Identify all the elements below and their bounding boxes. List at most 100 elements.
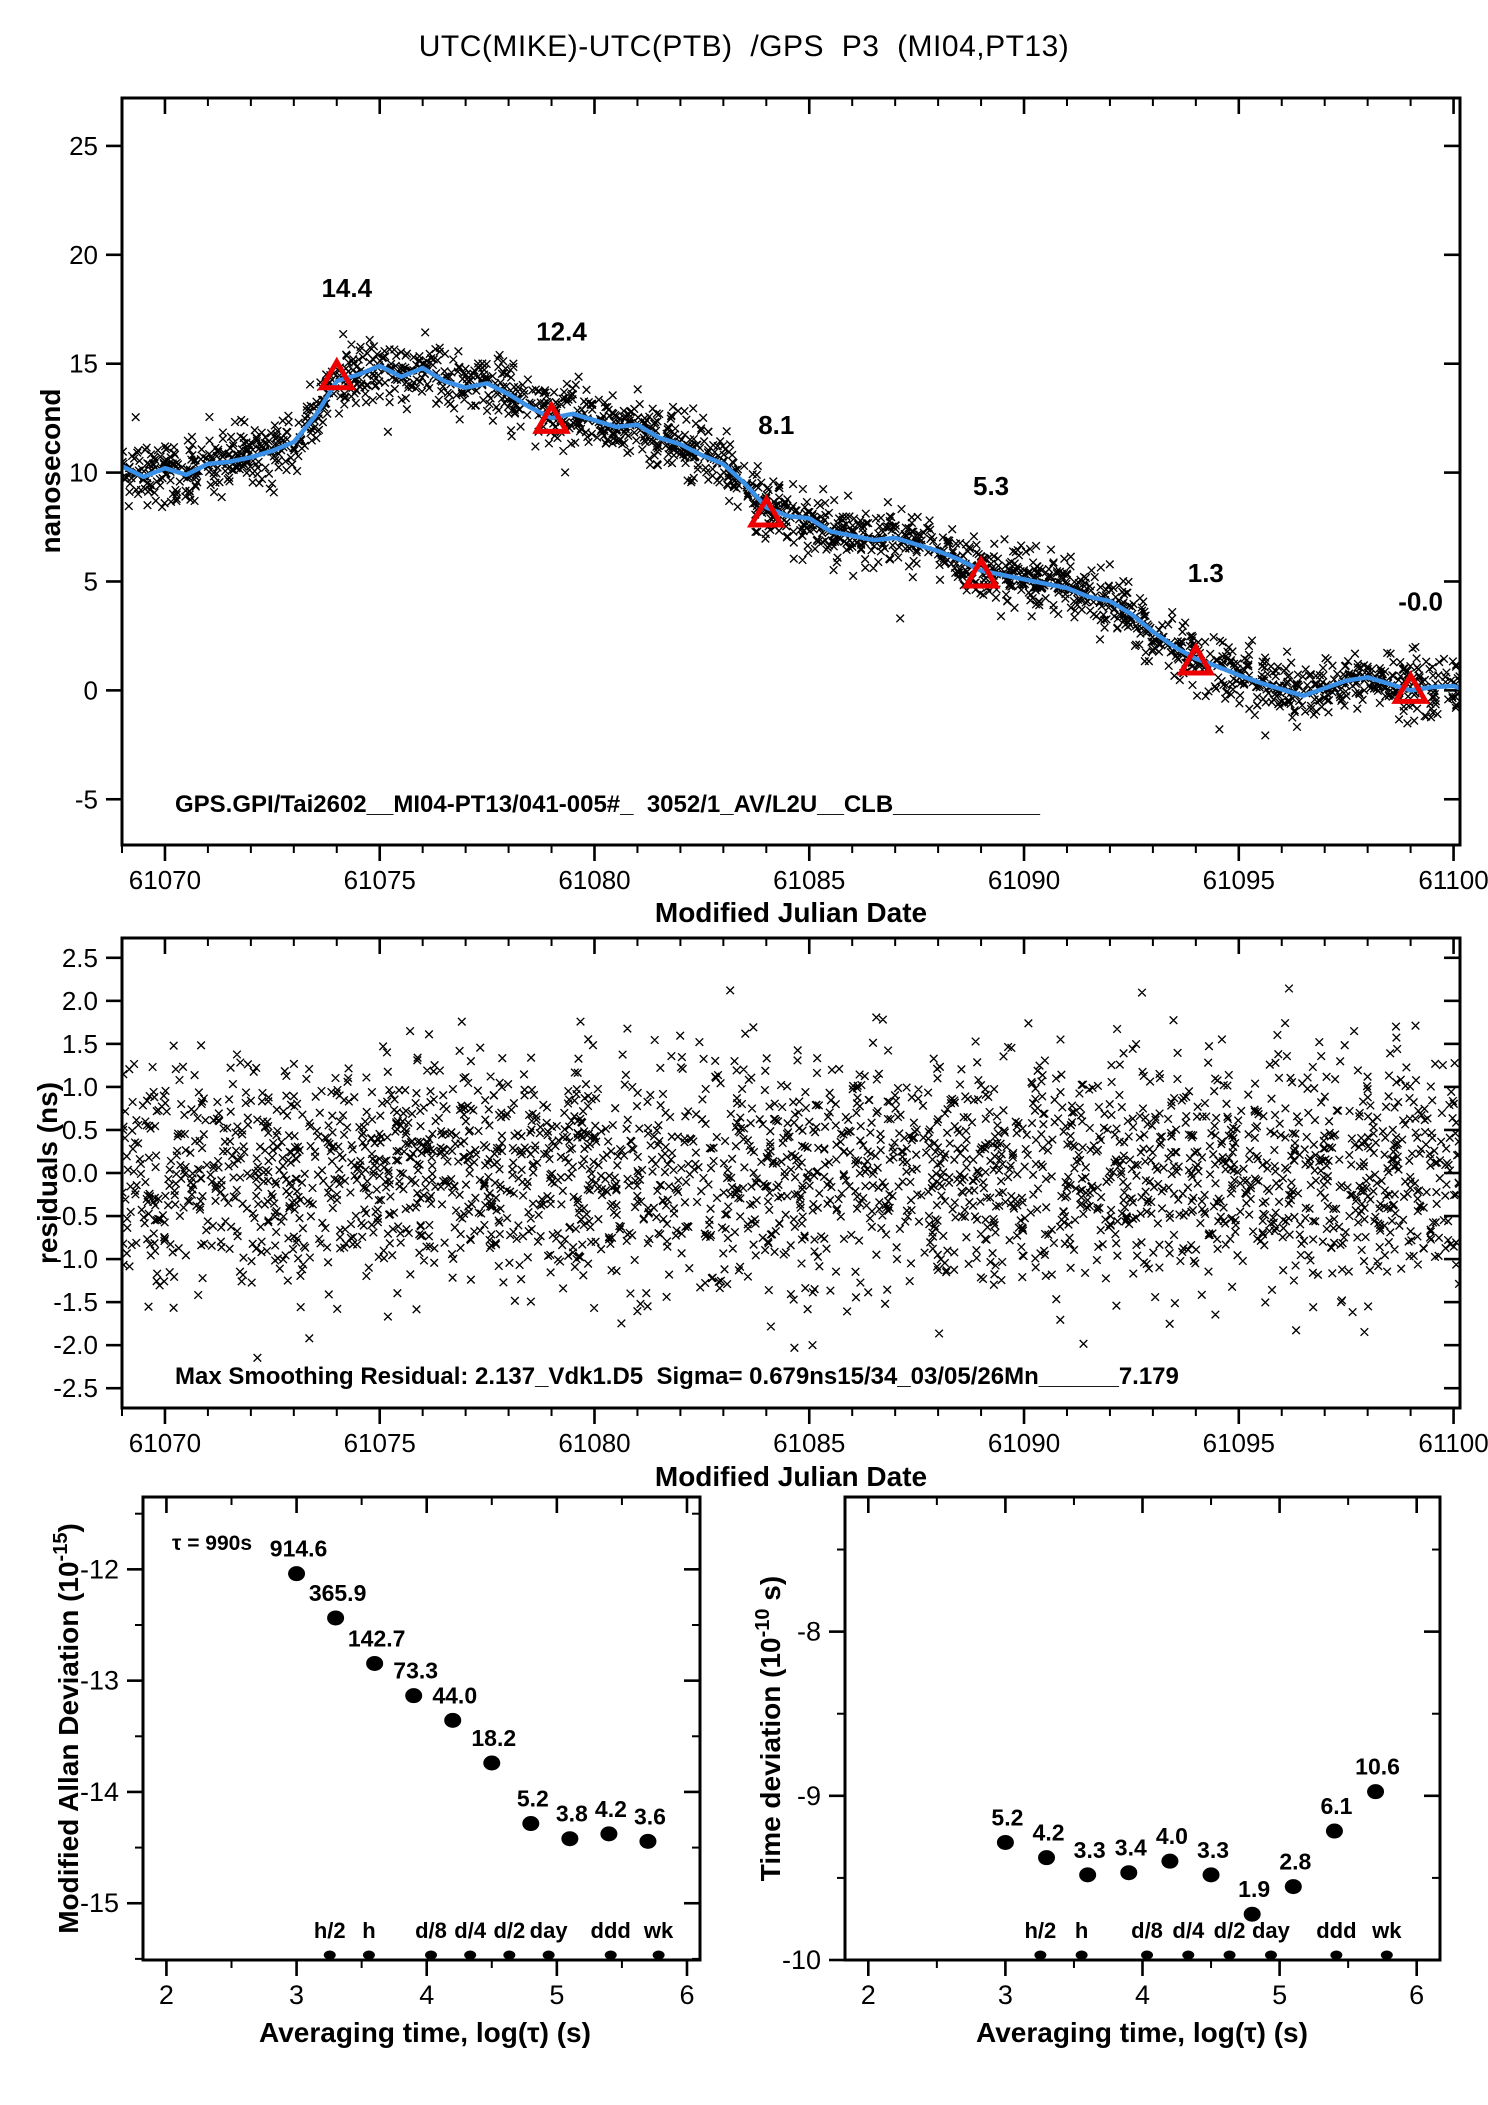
mdev-chart-point (522, 1816, 540, 1832)
tdev-chart-point (1243, 1906, 1261, 1922)
mdev-chart-ylabel: Modified Allan Deviation (10-15) (50, 1523, 84, 1934)
calibration-label: 5.3 (973, 471, 1009, 501)
mdev-chart-ref-label: day (530, 1918, 569, 1943)
tdev-chart-point (1120, 1865, 1138, 1881)
residuals-chart-ytick: 0.5 (62, 1115, 98, 1145)
tdev-chart-ref-label: d/2 (1214, 1918, 1246, 1943)
mdev-chart-ref-label: d/8 (415, 1918, 447, 1943)
tdev-chart-ref-mark (1034, 1950, 1047, 1960)
calibration-triangle (746, 493, 786, 528)
residuals-chart-ytick: 2.0 (62, 986, 98, 1016)
mdev-chart-ytick: -14 (80, 1777, 119, 1807)
tdev-chart-xtick: 5 (1272, 1980, 1287, 2010)
tdev-chart-xtick: 6 (1409, 1980, 1424, 2010)
top-chart-xtick: 61070 (129, 865, 201, 895)
top-chart-xlabel: Modified Julian Date (655, 897, 927, 928)
residuals-chart-ytick: -1.5 (53, 1287, 98, 1317)
residuals-chart-xtick: 61095 (1203, 1428, 1275, 1458)
tdev-chart-ytick: -9 (797, 1781, 821, 1811)
tdev-chart-point (1079, 1867, 1097, 1883)
residuals-chart-xtick: 61070 (129, 1428, 201, 1458)
top-chart-xtick: 61085 (773, 865, 845, 895)
tdev-chart-point-label: 2.8 (1279, 1849, 1311, 1875)
tdev-chart-ref-label: wk (1371, 1918, 1402, 1943)
tdev-chart-point (996, 1834, 1014, 1850)
mdev-chart-xtick: 4 (419, 1980, 434, 2010)
top-chart-annotation: GPS.GPI/Tai2602__MI04-PT13/041-005#_ 305… (175, 791, 1041, 818)
residuals-chart-ytick: -2.0 (53, 1330, 98, 1360)
tdev-chart-ref-mark (1141, 1950, 1154, 1960)
residuals-chart-xtick: 61075 (344, 1428, 416, 1458)
tdev-chart-ref-mark (1182, 1950, 1195, 1960)
tdev-chart-ref-mark (1380, 1950, 1393, 1960)
top-chart-ytick: 10 (69, 458, 98, 488)
calibration-triangle (961, 554, 1001, 589)
mdev-chart-point-label: 914.6 (270, 1536, 328, 1562)
axes-layer: 61070 61075 61080 61085 61090 61095 61100-5051… (53, 96, 1488, 2010)
tdev-chart-ref-mark (1075, 1950, 1088, 1960)
mdev-chart-point (639, 1833, 657, 1849)
tdev-chart-point (1367, 1784, 1385, 1800)
mdev-chart-xtick: 5 (549, 1980, 564, 2010)
mdev-chart-point-label: 18.2 (471, 1725, 516, 1751)
calibration-label: -0.0 (1398, 586, 1443, 616)
tdev-chart-ref-label: h (1075, 1918, 1088, 1943)
mdev-chart-ref-mark (425, 1950, 438, 1960)
tdev-chart-ref-label: d/8 (1131, 1918, 1163, 1943)
residuals-chart-xtick: 61080 (558, 1428, 630, 1458)
calibration-triangle (317, 356, 357, 391)
residuals-chart-ytick: 2.5 (62, 943, 98, 973)
mdev-chart-xtick: 6 (679, 1980, 694, 2010)
residuals-chart-xtick: 61090 (988, 1428, 1060, 1458)
top-chart-xtick: 61080 (558, 865, 630, 895)
calibration-triangle (1391, 670, 1430, 704)
mdev-chart-frame: 2 3 4 5 6 -12 -13 -14 -15 (80, 1495, 702, 2010)
top-chart-ytick: 20 (69, 240, 98, 270)
mdev-tau-annotation: τ = 990s (172, 1532, 252, 1555)
tdev-chart-point (1325, 1823, 1343, 1839)
top-chart-ytick: -5 (75, 784, 98, 814)
tdev-chart-xlabel: Averaging time, log(τ) (s) (976, 2017, 1308, 2048)
top-chart-ytick: 5 (84, 566, 98, 596)
tdev-chart-frame: 2 3 4 5 6 -8 -9 -10 (782, 1495, 1442, 2010)
tdev-chart-point-label: 4.2 (1033, 1820, 1065, 1846)
tdev-chart-point-label: 4.0 (1156, 1823, 1188, 1849)
calibration-label: 8.1 (758, 410, 794, 440)
mdev-chart-xtick: 3 (289, 1980, 304, 2010)
calibration-triangle (532, 400, 571, 434)
tdev-chart-point-label: 5.2 (991, 1804, 1023, 1830)
tdev-chart-xtick: 4 (1135, 1980, 1150, 2010)
top-chart-xtick: 61075 (344, 865, 416, 895)
tdev-chart-point (1284, 1879, 1302, 1895)
calibration-label: 14.4 (321, 273, 372, 303)
tdev-chart-point (1038, 1850, 1056, 1866)
top-chart-xtick: 61100 (1418, 865, 1488, 895)
mdev-chart-ref-label: h (362, 1918, 375, 1943)
top-chart-ytick: 25 (69, 131, 98, 161)
tdev-chart-point (1202, 1867, 1220, 1883)
calibration-triangle (1176, 642, 1216, 676)
residuals-chart-annotation: Max Smoothing Residual: 2.137_Vdk1.D5 Si… (175, 1363, 1179, 1390)
mdev-chart-point (366, 1655, 384, 1671)
mdev-chart-point (288, 1566, 306, 1582)
tdev-chart-point-label: 10.6 (1355, 1754, 1400, 1780)
residuals-chart-ytick: 1.0 (62, 1072, 98, 1102)
tdev-chart-point-label: 3.3 (1197, 1837, 1229, 1863)
data-layer: 14.4 12.4 8.1 5.3 1.3 -0.0 914.6 365.9 142.7 73.3… (123, 273, 1459, 1960)
tdev-chart-ref-mark (1223, 1950, 1236, 1960)
residuals-chart-ylabel: residuals (ns) (32, 1082, 63, 1264)
top-chart-xtick: 61095 (1203, 865, 1275, 895)
mdev-chart-point (405, 1688, 423, 1704)
tdev-chart-ylabel: Time deviation (10-10 s) (752, 1576, 786, 1881)
mdev-chart-ref-label: wk (643, 1918, 674, 1943)
mdev-chart-ytick: -12 (80, 1554, 119, 1584)
tdev-chart-point-label: 6.1 (1320, 1793, 1352, 1819)
top-chart-frame: 61070 61075 61080 61085 61090 61095 61100 -5 0 5 1… (69, 96, 1488, 895)
residuals-chart-ytick: -1.0 (53, 1244, 98, 1274)
mdev-chart-point-label: 142.7 (348, 1625, 406, 1651)
mdev-chart-point (600, 1826, 618, 1842)
page-title: UTC(MIKE)-UTC(PTB) /GPS P3 (MI04,PT13) (419, 30, 1070, 63)
mdev-chart-ref-mark (323, 1950, 336, 1960)
mdev-chart-ref-label: h/2 (314, 1918, 346, 1943)
mdev-chart-point-label: 44.0 (432, 1682, 477, 1708)
